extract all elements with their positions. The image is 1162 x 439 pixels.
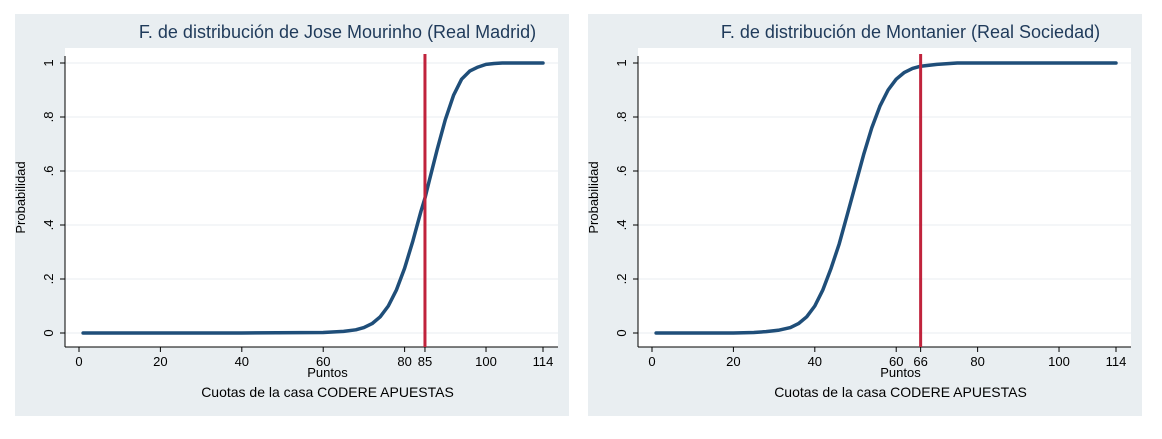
x-tick-label: 114	[533, 354, 554, 369]
x-tick-label: 100	[475, 354, 497, 369]
chart-title: F. de distribución de Jose Mourinho (Rea…	[139, 22, 536, 42]
y-tick-label: .2	[41, 274, 56, 285]
x-tick-label: 0	[648, 354, 655, 369]
plot-area	[638, 48, 1131, 347]
chart-note: Cuotas de la casa CODERE APUESTAS	[774, 384, 1027, 400]
y-tick-label: .2	[614, 274, 629, 285]
x-tick-label: 114	[1106, 354, 1127, 369]
x-tick-label: 60	[316, 354, 330, 369]
x-tick-label: 40	[235, 354, 249, 369]
y-tick-label: .4	[614, 220, 629, 231]
x-tick-label: 20	[153, 354, 167, 369]
x-tick-label: 40	[808, 354, 822, 369]
y-tick-label: 0	[614, 329, 629, 336]
y-tick-label: 1	[614, 59, 629, 66]
y-tick-label: .6	[41, 166, 56, 177]
chart-panel-mourinho: 0 .2 .4 .6 .8 1 0 20 40 60 80 85 100 114 F. de distrib…	[13, 14, 569, 416]
y-tick-label: 1	[41, 59, 56, 66]
y-tick-label: 0	[41, 329, 56, 336]
chart-title: F. de distribución de Montanier (Real So…	[721, 22, 1100, 42]
plot-area	[65, 48, 558, 347]
distribution-chart-mourinho: 0 .2 .4 .6 .8 1 0 20 40 60 80 85 100 114 F. de distrib…	[13, 22, 558, 400]
x-tick-label: 80	[970, 354, 984, 369]
y-tick-label: .6	[614, 166, 629, 177]
y-tick-label: .8	[41, 112, 56, 123]
y-tick-label: .8	[614, 112, 629, 123]
chart-note: Cuotas de la casa CODERE APUESTAS	[201, 384, 454, 400]
cdf-line	[81, 61, 545, 335]
x-tick-label: 0	[75, 354, 82, 369]
distribution-chart-montanier: 0 .2 .4 .6 .8 1 0 20 40 60 66 80 100 114 F. de distrib…	[586, 22, 1131, 400]
y-axis-label: Probabilidad	[586, 161, 601, 233]
x-tick-label: 85	[418, 354, 432, 369]
x-tick-label: 60	[889, 354, 903, 369]
x-tick-label: 80	[397, 354, 411, 369]
chart-panel-montanier: 0 .2 .4 .6 .8 1 0 20 40 60 66 80 100 114 F. de distrib…	[586, 14, 1142, 416]
y-tick-label: .4	[41, 220, 56, 231]
y-axis-label: Probabilidad	[13, 161, 28, 233]
x-tick-label: 66	[913, 354, 927, 369]
x-axis-label: Puntos	[307, 365, 348, 380]
x-axis-label: Puntos	[880, 365, 921, 380]
x-tick-label: 100	[1048, 354, 1070, 369]
x-tick-label: 20	[726, 354, 740, 369]
